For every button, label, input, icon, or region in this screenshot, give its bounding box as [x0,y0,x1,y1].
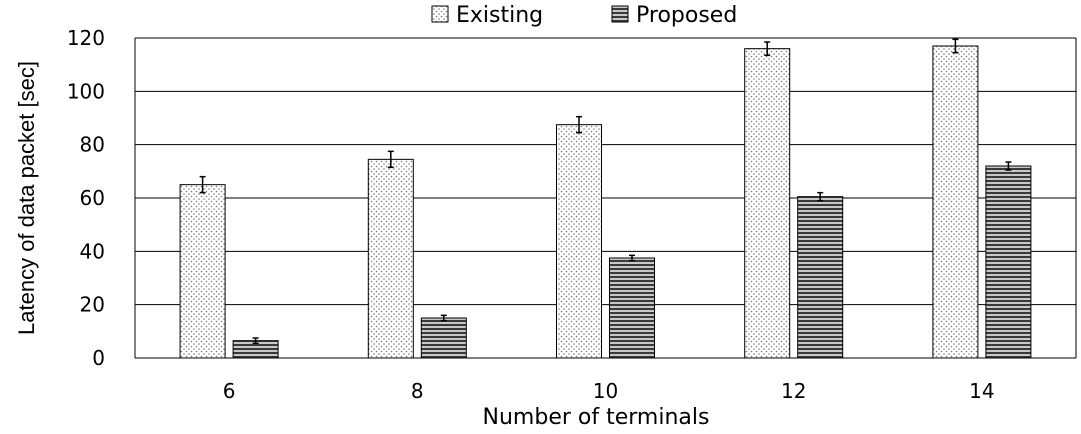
error-bar-existing-12 [764,41,771,57]
gridlines [135,37,1076,359]
x-tick-label: 8 [411,379,424,403]
axes [134,38,1077,358]
y-tick-label: 100 [67,79,105,103]
y-tick-label: 0 [92,346,105,370]
legend-label-proposed: Proposed [636,3,737,28]
bar-existing-10 [556,124,602,359]
y-tick-labels: 0 20 40 60 80 100 120 [67,26,105,370]
y-axis-title: Latency of data packet [sec] [14,61,39,335]
y-tick-label: 60 [80,186,105,210]
error-bar-existing-14 [952,38,959,54]
x-tick-label: 10 [593,379,618,403]
bar-proposed-10 [609,257,655,359]
legend-label-existing: Existing [456,3,543,28]
error-bar-proposed-12 [817,191,824,202]
error-bar-existing-6 [199,175,206,194]
y-tick-label: 20 [80,293,105,317]
legend-swatch-proposed [611,5,629,23]
bar-existing-14 [932,45,979,359]
error-bar-proposed-8 [440,314,447,322]
legend: Existing Proposed [431,3,737,28]
error-bar-proposed-10 [629,254,635,262]
y-tick-label: 40 [80,239,105,263]
bar-existing-12 [744,48,791,359]
error-bar-existing-10 [576,115,582,134]
bar-proposed-8 [420,317,467,359]
x-tick-labels: 6 8 10 12 14 [223,379,995,403]
y-tick-label: 80 [80,133,105,157]
x-tick-label: 12 [781,379,806,403]
error-bars [199,38,1012,345]
x-tick-label: 6 [223,379,236,403]
bar-existing-8 [367,158,414,359]
x-tick-label: 14 [969,379,994,403]
bars [179,45,1032,359]
error-bar-proposed-14 [1005,161,1012,171]
legend-swatch-existing [431,5,449,23]
y-tick-label: 120 [67,26,105,50]
error-bar-existing-8 [387,150,394,169]
bar-existing-6 [179,184,226,359]
bar-proposed-12 [797,196,844,359]
x-axis-title: Number of terminals [483,405,710,430]
error-bar-proposed-6 [252,337,259,345]
bar-proposed-14 [985,165,1032,359]
